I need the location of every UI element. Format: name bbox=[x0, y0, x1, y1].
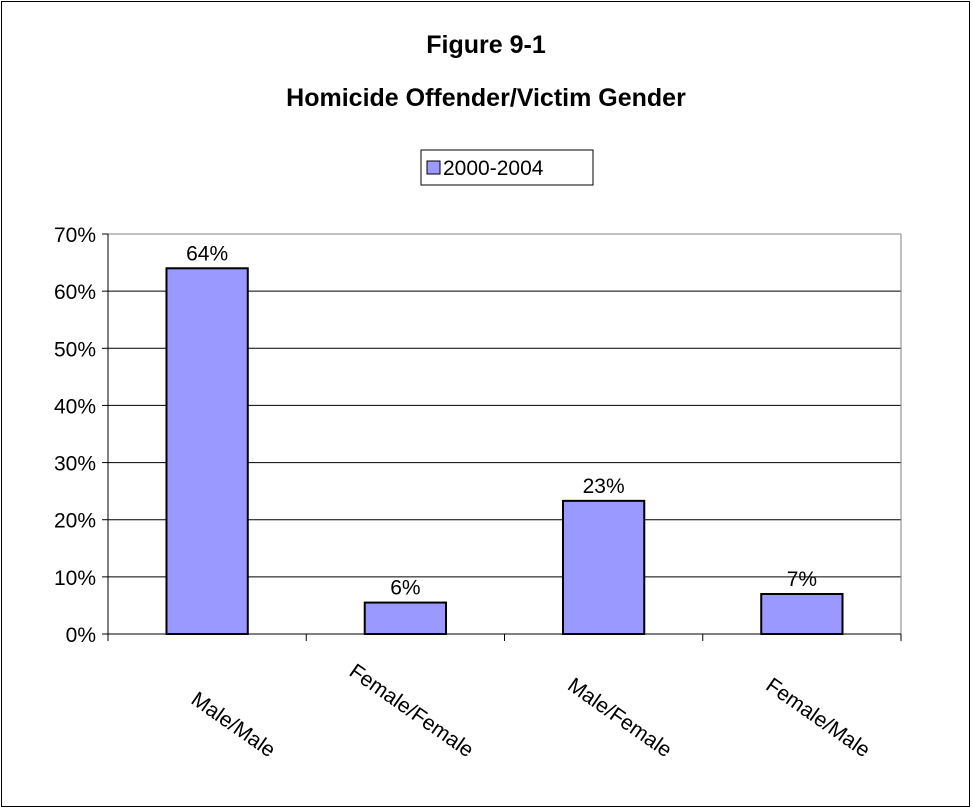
y-tick-label: 20% bbox=[54, 510, 96, 533]
chart-subtitle: Homicide Offender/Victim Gender bbox=[286, 84, 686, 112]
x-category-label: Male/Female bbox=[563, 674, 676, 762]
bar bbox=[561, 499, 646, 635]
y-tick-label: 70% bbox=[54, 224, 96, 247]
data-label: 7% bbox=[787, 568, 817, 591]
y-tick-label: 30% bbox=[54, 453, 96, 476]
y-tick-label: 10% bbox=[54, 567, 96, 590]
legend-box bbox=[420, 149, 594, 186]
x-category-label: Male/Male bbox=[187, 688, 280, 762]
bar bbox=[165, 267, 249, 635]
data-label: 23% bbox=[583, 475, 625, 498]
plot-area: 0% 10% 20% 30% 40% 50% 60% 70% 64% Male/Male 6% Fem… bbox=[54, 224, 902, 763]
y-tick-label: 60% bbox=[54, 281, 96, 304]
legend-label: 2000-2004 bbox=[443, 157, 544, 180]
y-tick-label: 40% bbox=[54, 395, 96, 418]
y-tick-label: 0% bbox=[66, 624, 96, 647]
bar bbox=[363, 601, 448, 635]
legend-swatch bbox=[426, 160, 441, 175]
data-label: 6% bbox=[390, 577, 420, 600]
bar bbox=[760, 593, 844, 635]
x-category-label: Female/Female bbox=[345, 660, 478, 763]
chart-title: Figure 9-1 bbox=[426, 31, 546, 59]
x-category-label: Female/Male bbox=[762, 674, 875, 762]
legend: 2000-2004 bbox=[420, 149, 594, 186]
y-tick-label: 50% bbox=[54, 338, 96, 361]
data-label: 64% bbox=[186, 242, 228, 265]
